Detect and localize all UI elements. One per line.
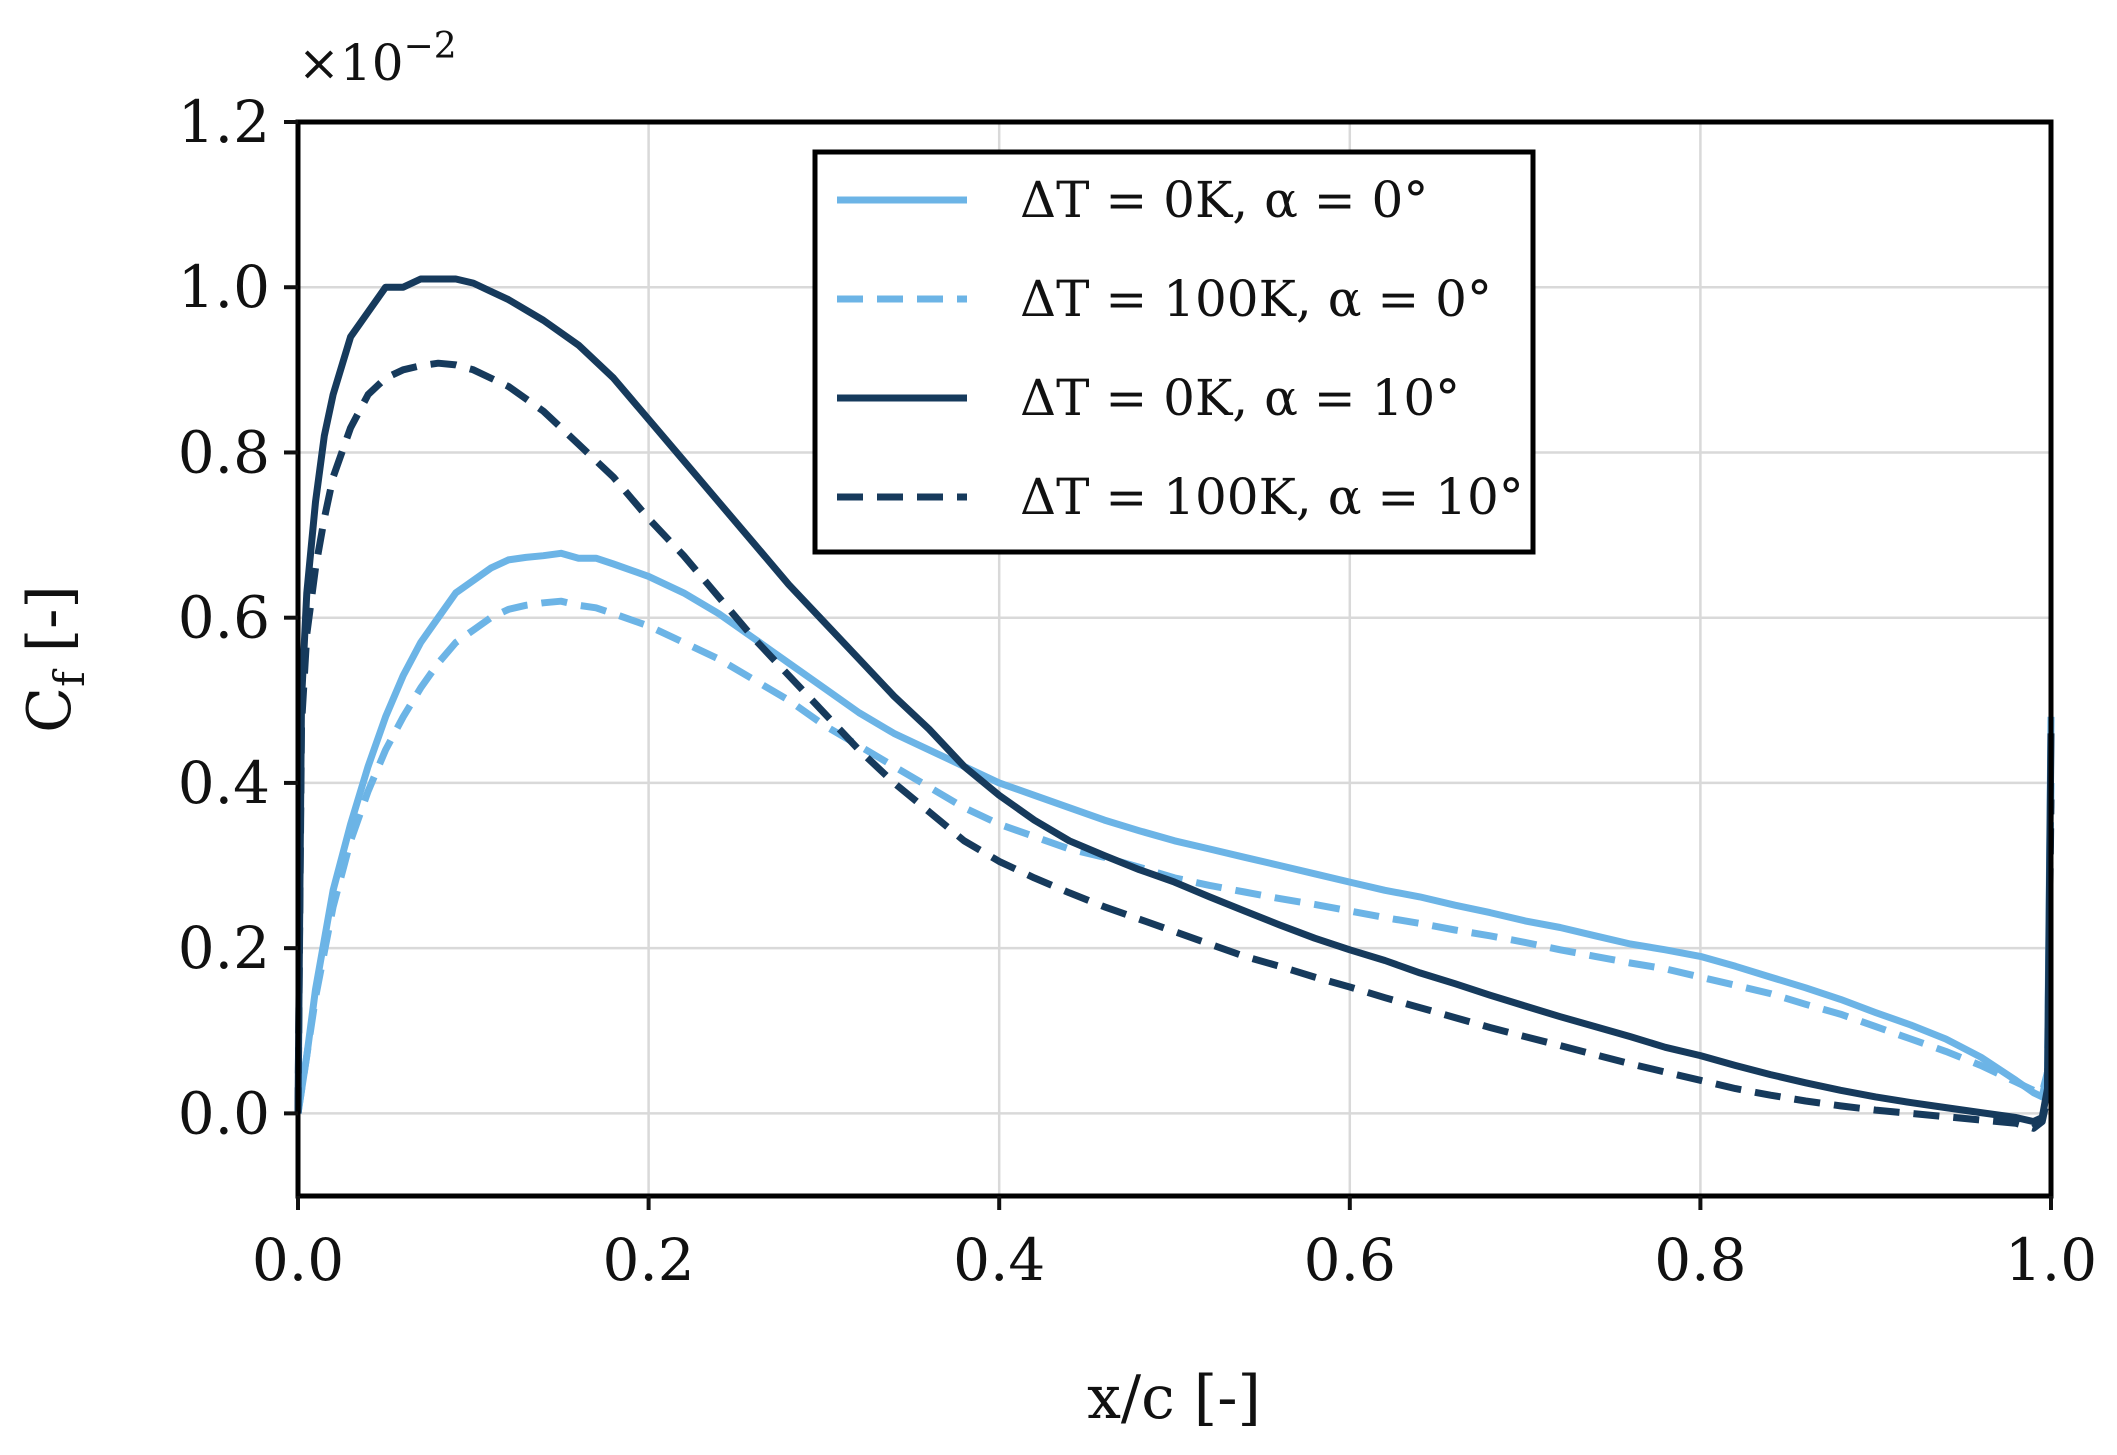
ticks: 0.0 0.2 0.4 0.6 0.8 1.0 0.0 0.2 0.4 0.6 0.8 1.0 1.2 xyxy=(178,88,2097,1294)
y-scale-label: ×10−2 xyxy=(298,26,457,92)
series-line-3 xyxy=(294,275,2055,1126)
x-tick-label: 0.8 xyxy=(1654,1226,1746,1294)
y-tick-label: 0.4 xyxy=(178,749,270,817)
x-axis-label: x/c [-] xyxy=(1087,1363,1261,1433)
x-tick-label: 1.0 xyxy=(2005,1226,2097,1294)
x-tick-label: 0.6 xyxy=(1304,1226,1396,1294)
x-tick-label: 0.2 xyxy=(602,1226,694,1294)
plot-frame xyxy=(295,119,2054,1199)
y-axis-label-main: C xyxy=(15,687,85,733)
x-tick-label: 0.4 xyxy=(953,1226,1045,1294)
y-tick-label: 1.0 xyxy=(178,253,270,321)
legend-box xyxy=(812,149,1536,555)
legend-label-1: ΔT = 0K, α = 0° xyxy=(1020,171,1428,229)
legend-label-2: ΔT = 100K, α = 0° xyxy=(1020,270,1492,328)
y-tick-label: 0.8 xyxy=(178,418,270,486)
y-tick-label: 0.2 xyxy=(178,914,270,982)
y-tick-label: 0.0 xyxy=(178,1079,270,1147)
y-scale-exponent: −2 xyxy=(404,26,457,67)
y-axis-label: Cf [-] xyxy=(15,585,94,733)
legend-label-3: ΔT = 0K, α = 10° xyxy=(1020,369,1460,427)
y-tick-label: 1.2 xyxy=(178,88,270,156)
series-group xyxy=(294,275,2055,1132)
legend-label-4: ΔT = 100K, α = 10° xyxy=(1020,468,1524,526)
series-line-1 xyxy=(294,549,2055,1114)
x-tick-label: 0.0 xyxy=(252,1226,344,1294)
y-axis-label-suffix: [-] xyxy=(15,585,85,671)
y-tick-label: 0.6 xyxy=(178,584,270,652)
y-axis-label-subscript: f xyxy=(45,668,94,687)
legend: ΔT = 0K, α = 0° ΔT = 100K, α = 0° ΔT = 0K,… xyxy=(812,149,1536,555)
series-line-4 xyxy=(294,359,2055,1132)
series-line-2 xyxy=(294,597,2055,1114)
